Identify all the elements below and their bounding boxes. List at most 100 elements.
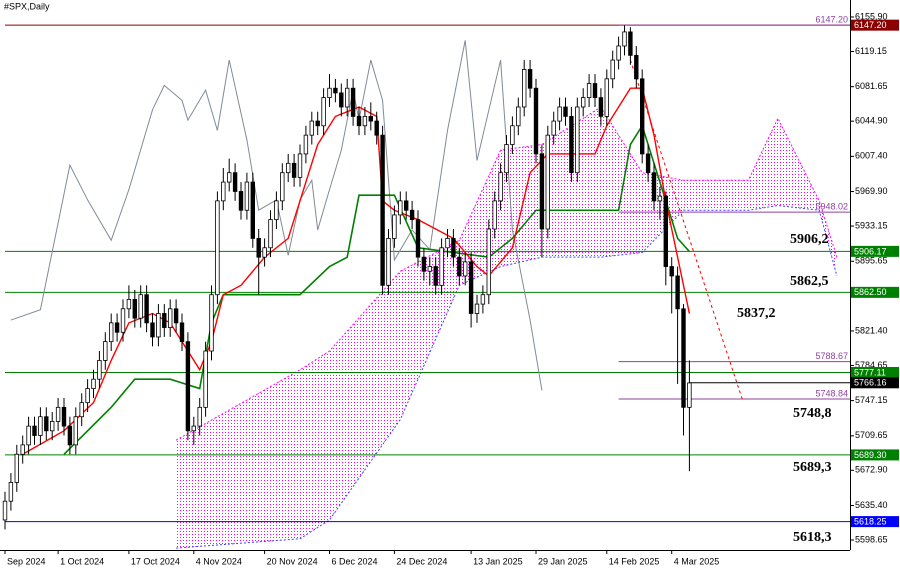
candle-body: [14, 453, 19, 483]
level-label: 5689.30: [854, 450, 887, 460]
level-label: 6147.20: [854, 20, 887, 30]
candle-body: [309, 120, 314, 136]
candle-body: [327, 87, 332, 99]
candle-body: [557, 106, 562, 122]
annotation: 5689,3: [793, 460, 832, 475]
candle-body: [398, 200, 403, 216]
x-tick-label: 6 Dec 2024: [332, 556, 378, 566]
candle-body: [403, 200, 409, 211]
candle-body: [238, 191, 244, 211]
candle-body: [628, 31, 633, 56]
y-tick-label: 5933.15: [855, 220, 888, 230]
candle-body: [645, 153, 651, 174]
candle-body: [256, 237, 261, 258]
annotation: 5837,2: [737, 306, 776, 321]
y-tick-label: 6119.15: [855, 46, 887, 56]
chart-title: #SPX,Daily: [4, 1, 50, 11]
candle-body: [297, 153, 303, 178]
candle-body: [268, 219, 273, 249]
candle-body: [215, 200, 220, 296]
candle-body: [533, 87, 539, 155]
x-tick-label: 4 Nov 2024: [196, 556, 242, 566]
candle-body: [32, 425, 37, 436]
x-tick-label: 20 Nov 2024: [267, 556, 318, 566]
candle-body: [651, 172, 657, 202]
candle-body: [581, 97, 586, 108]
candle-body: [285, 162, 291, 174]
candle-body: [362, 115, 368, 127]
level-tag: [851, 286, 899, 298]
candle-body: [604, 78, 609, 117]
candle-body: [439, 247, 444, 286]
candle-body: [8, 482, 14, 502]
candle-body: [575, 106, 580, 174]
candle-body: [221, 181, 226, 202]
candle-body: [109, 322, 114, 343]
level-tag: [851, 449, 899, 461]
candle-body: [681, 308, 686, 408]
candle-body: [616, 45, 621, 61]
candle-body: [462, 261, 468, 277]
annotation: 5862,5: [790, 274, 829, 289]
candle-body: [38, 416, 43, 436]
candle-body: [138, 294, 143, 319]
annotation: 5906,2: [790, 232, 829, 247]
annotation: 5748,8: [793, 406, 832, 421]
y-tick-label: 6155.90: [855, 11, 888, 21]
candle-body: [97, 360, 102, 380]
candle-body: [274, 200, 279, 221]
candle-body: [675, 275, 680, 310]
candle-body: [280, 172, 285, 202]
level-label: 5766.16: [854, 378, 887, 388]
cloud-span: [176, 205, 838, 549]
candle-body: [156, 313, 161, 338]
candle-body: [244, 181, 250, 211]
candle-body: [120, 308, 126, 333]
x-tick-label: 17 Oct 2024: [131, 556, 180, 566]
level-tag: [851, 377, 899, 389]
candle-body: [356, 115, 362, 127]
candle-body: [20, 444, 25, 455]
y-tick-label: 6044.90: [855, 116, 888, 126]
candle-body: [339, 92, 344, 108]
level-label: 5777.11: [854, 367, 886, 377]
level-label: 5748.84: [815, 388, 848, 398]
candle-body: [144, 294, 149, 324]
level-label: 5788.67: [815, 351, 848, 361]
candle-body: [451, 237, 456, 258]
candle-body: [480, 294, 486, 305]
level-tag: [851, 516, 899, 528]
y-tick-label: 5709.65: [855, 430, 888, 440]
candle-body: [374, 120, 379, 136]
candle-body: [232, 172, 238, 192]
candle-body: [2, 500, 8, 521]
candle-body: [474, 303, 480, 314]
candle-body: [50, 421, 55, 432]
candle-body: [527, 69, 533, 89]
annotation: 5618,3: [793, 530, 832, 545]
candle-body: [468, 261, 474, 314]
candle-body: [126, 299, 132, 310]
x-tick-label: 1 Oct 2024: [60, 556, 104, 566]
candle-body: [551, 120, 556, 136]
y-tick-label: 5598.65: [855, 534, 888, 544]
candle-body: [522, 69, 527, 108]
x-tick-label: 4 Mar 2025: [674, 556, 720, 566]
candle-body: [539, 153, 545, 230]
y-tick-label: 5821.40: [855, 325, 888, 335]
candle-body: [498, 172, 503, 202]
candle-body: [85, 388, 90, 404]
candle-body: [344, 87, 350, 108]
candle-body: [657, 195, 663, 202]
candle-body: [563, 106, 568, 117]
candle-body: [67, 425, 73, 446]
candle-body: [262, 247, 267, 258]
candle-body: [55, 406, 61, 422]
candle-body: [427, 266, 432, 272]
y-tick-label: 5672.90: [855, 465, 888, 475]
candle-body: [433, 266, 438, 286]
candle-body: [303, 134, 309, 155]
candle-body: [368, 115, 373, 122]
x-tick-label: 29 Jan 2025: [538, 556, 588, 566]
x-tick-label: Sep 2024: [7, 556, 46, 566]
